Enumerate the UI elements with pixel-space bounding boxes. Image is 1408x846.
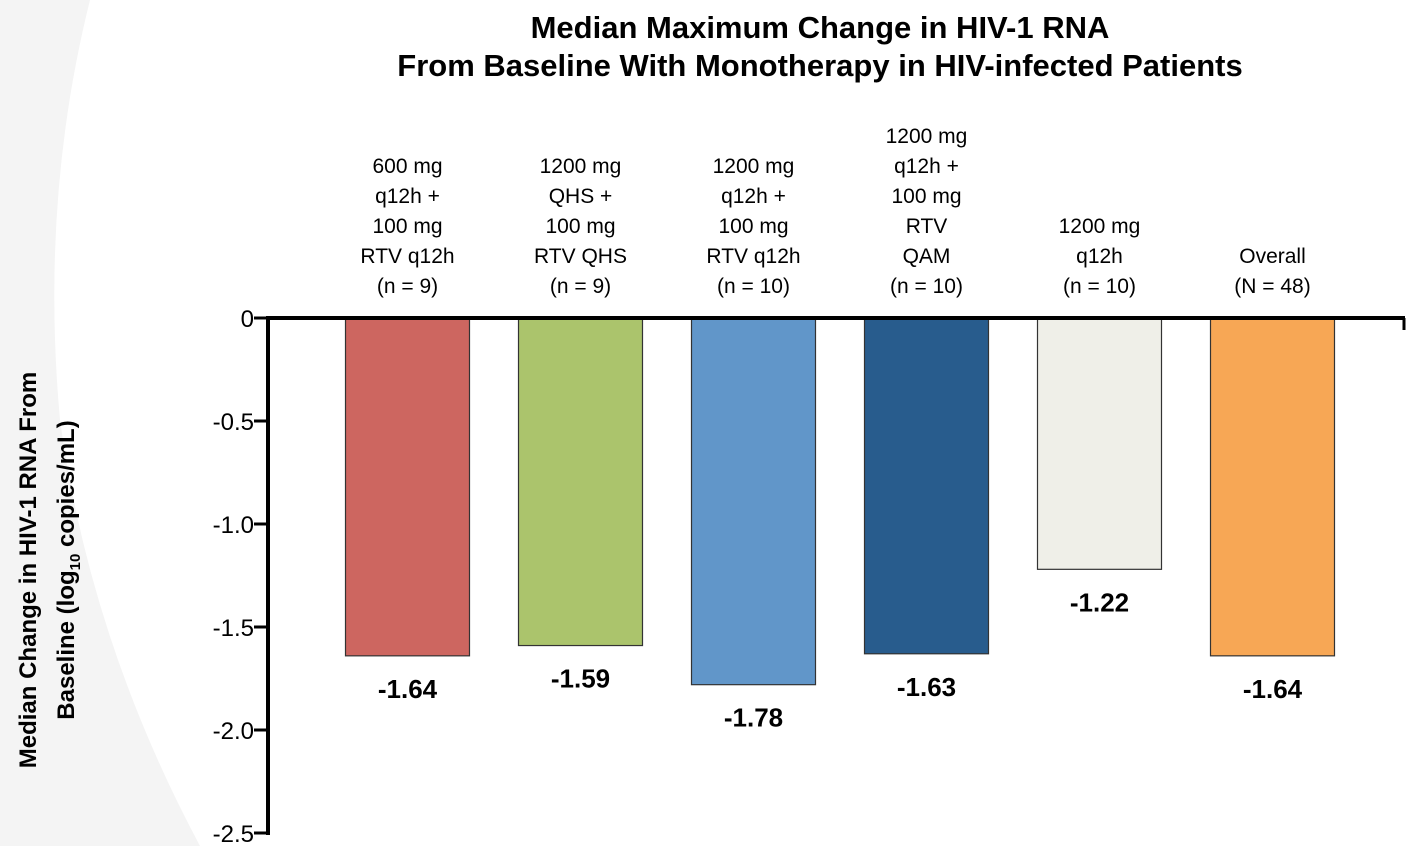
y-tick-label: -2.5 <box>213 821 254 846</box>
y-label-part: Baseline (log <box>53 570 80 719</box>
category-label: QHS + <box>549 185 613 208</box>
value-label: -1.22 <box>1070 587 1129 617</box>
bar <box>863 317 990 655</box>
bar <box>690 317 817 686</box>
y-axis-label-line: Median Change in HIV-1 RNA From <box>15 372 42 768</box>
y-tick-label: -0.5 <box>213 409 254 436</box>
category-label: (n = 10) <box>1063 275 1136 298</box>
category-label: q12h + <box>375 185 440 208</box>
y-tick-label: -1.5 <box>213 615 254 642</box>
category-label: (n = 10) <box>890 275 963 298</box>
category-label: RTV QHS <box>534 245 627 268</box>
category-label: 1200 mg <box>540 155 622 178</box>
category-label: q12h <box>1076 245 1123 268</box>
category-label: RTV q12h <box>706 245 800 268</box>
category-label: (N = 48) <box>1234 275 1310 298</box>
value-label: -1.59 <box>551 664 610 694</box>
y-label-part: copies/mL) <box>53 420 80 553</box>
category-label: 100 mg <box>718 215 788 238</box>
category-label: (n = 9) <box>550 275 611 298</box>
bar <box>344 317 471 657</box>
value-label: -1.64 <box>1243 674 1303 704</box>
category-label: 1200 mg <box>1059 215 1141 238</box>
category-label: 100 mg <box>891 185 961 208</box>
category-label: (n = 10) <box>717 275 790 298</box>
value-label: -1.63 <box>897 672 956 702</box>
category-label: 100 mg <box>372 215 442 238</box>
y-axis-label-line: Baseline (log10 copies/mL) <box>53 420 84 719</box>
category-label: 100 mg <box>545 215 615 238</box>
category-label: (n = 9) <box>377 275 438 298</box>
y-tick-label: -1.0 <box>213 512 254 539</box>
bar <box>517 317 644 647</box>
category-label: RTV <box>906 215 948 238</box>
y-axis-label: Median Change in HIV-1 RNA From Baseline… <box>15 372 84 768</box>
value-label: -1.78 <box>724 703 783 733</box>
chart-title: From Baseline With Monotherapy in HIV-in… <box>397 48 1242 83</box>
category-label: 600 mg <box>372 155 442 178</box>
category-label: RTV q12h <box>360 245 454 268</box>
value-label: -1.64 <box>378 674 438 704</box>
y-tick-label: 0 <box>241 306 254 333</box>
category-label: 1200 mg <box>713 155 795 178</box>
category-label: q12h + <box>721 185 786 208</box>
bar <box>1036 317 1163 570</box>
y-tick-label: -2.0 <box>213 718 254 745</box>
category-label: q12h + <box>894 155 959 178</box>
y-label-subscript: 10 <box>67 554 84 571</box>
chart-title: Median Maximum Change in HIV-1 RNA <box>531 10 1110 45</box>
category-label: Overall <box>1239 245 1306 268</box>
category-label: QAM <box>903 245 951 268</box>
category-label: 1200 mg <box>886 125 968 148</box>
bar <box>1209 317 1336 657</box>
background-ribbon <box>0 0 200 846</box>
